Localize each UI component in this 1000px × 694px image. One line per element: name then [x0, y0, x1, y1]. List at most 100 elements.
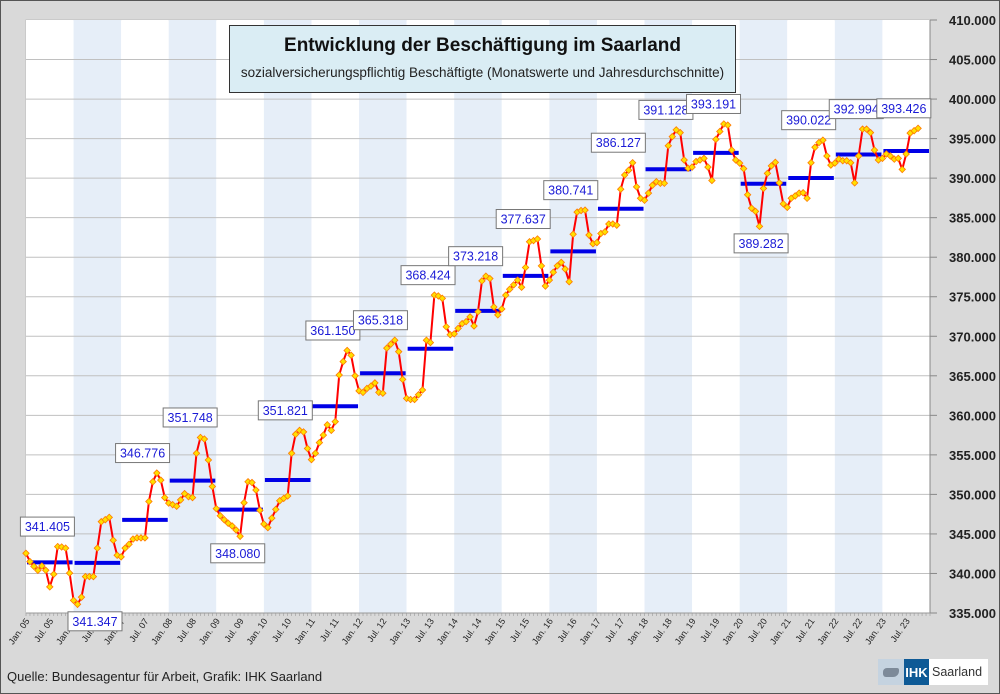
average-label: 391.128	[643, 103, 688, 117]
data-point	[842, 156, 851, 165]
data-point	[57, 543, 66, 551]
average-label-box	[67, 611, 123, 632]
data-point	[256, 506, 264, 514]
average-label-box	[448, 246, 504, 267]
data-point	[553, 262, 562, 270]
year-band	[263, 20, 312, 613]
data-point	[490, 303, 498, 311]
data-point	[327, 426, 336, 435]
data-point	[644, 189, 653, 197]
data-point	[811, 143, 819, 152]
logo-region-text: Saarland	[929, 659, 988, 685]
data-point	[347, 351, 355, 360]
x-tick-label: Jul. 13	[413, 616, 436, 643]
logo-ihk-text: IHK	[904, 659, 929, 685]
data-point	[569, 230, 577, 239]
data-point	[743, 190, 752, 199]
data-point	[188, 493, 197, 502]
data-point	[208, 482, 217, 491]
y-tick-label: 340.000	[949, 566, 996, 581]
data-point	[287, 449, 296, 458]
data-point	[474, 307, 482, 316]
data-point	[339, 357, 347, 366]
data-point	[164, 499, 173, 507]
y-tick-label: 365.000	[949, 369, 996, 384]
data-point	[779, 200, 788, 208]
x-tick-label: Jan. 14	[435, 616, 460, 646]
data-point	[125, 540, 133, 548]
data-point	[176, 496, 185, 504]
data-point	[367, 382, 375, 390]
data-point	[303, 444, 312, 453]
average-label: 392.994	[834, 103, 879, 117]
average-label-box	[19, 516, 75, 537]
average-label: 361.150	[310, 324, 355, 338]
data-point	[601, 228, 609, 236]
data-point	[462, 317, 470, 326]
data-point	[878, 154, 887, 163]
year-band	[692, 20, 740, 613]
average-label: 390.022	[786, 114, 831, 128]
x-tick-label: Jan. 16	[530, 616, 555, 646]
x-tick-label: Jan. 10	[244, 616, 269, 646]
average-label-box	[781, 110, 837, 131]
y-tick-label: 385.000	[949, 211, 996, 226]
data-point	[672, 126, 680, 134]
data-point	[311, 449, 320, 458]
x-tick-label: Jul. 23	[888, 616, 911, 643]
data-point	[505, 285, 514, 293]
average-label-box	[305, 320, 361, 341]
year-band	[787, 20, 835, 613]
data-point	[454, 324, 462, 333]
x-tick-label: Jul. 20	[746, 616, 769, 643]
x-tick-label: Jul. 15	[508, 616, 531, 643]
data-point	[676, 128, 684, 137]
x-tick-label: Jul. 08	[175, 616, 198, 643]
data-point	[89, 572, 98, 581]
data-point	[585, 231, 593, 239]
x-tick-label: Jul. 11	[318, 616, 341, 643]
data-point	[533, 235, 542, 243]
data-point	[545, 276, 554, 284]
y-tick-label: 375.000	[949, 290, 996, 305]
data-point	[49, 570, 58, 579]
annual-average-labels: 341.405 341.347 346.776 351.748 348.080 351.8…	[19, 93, 932, 632]
data-point	[172, 502, 181, 511]
chart-title: Entwicklung der Beschäftigung im Saarlan…	[284, 35, 681, 56]
data-point	[383, 344, 391, 352]
data-point	[739, 164, 748, 173]
data-point	[26, 557, 34, 566]
data-point	[160, 493, 169, 502]
y-tick-label: 380.000	[949, 250, 996, 265]
average-label-box	[257, 400, 313, 421]
data-point	[803, 194, 811, 203]
average-label-box	[543, 180, 599, 201]
data-point	[854, 152, 863, 160]
average-label-box	[495, 209, 551, 230]
data-point	[394, 347, 403, 356]
data-point	[735, 159, 744, 167]
x-tick-label: Jan. 05	[7, 616, 32, 646]
data-point	[612, 221, 621, 229]
average-label: 341.405	[25, 520, 70, 534]
data-point	[846, 158, 855, 167]
data-point	[22, 549, 30, 558]
data-point	[42, 566, 50, 575]
average-label-box	[876, 98, 932, 119]
data-point	[30, 562, 38, 571]
data-point	[712, 135, 720, 144]
data-point	[668, 132, 677, 141]
monthly-series	[22, 120, 922, 609]
data-point	[727, 146, 736, 154]
data-point	[898, 165, 906, 174]
data-point	[232, 526, 240, 534]
year-band	[26, 20, 74, 613]
year-band	[882, 20, 930, 613]
data-point	[807, 158, 815, 167]
data-point	[371, 379, 379, 387]
data-point	[418, 386, 427, 394]
data-point	[196, 433, 205, 442]
year-band	[549, 20, 597, 613]
average-label-box	[733, 233, 789, 254]
